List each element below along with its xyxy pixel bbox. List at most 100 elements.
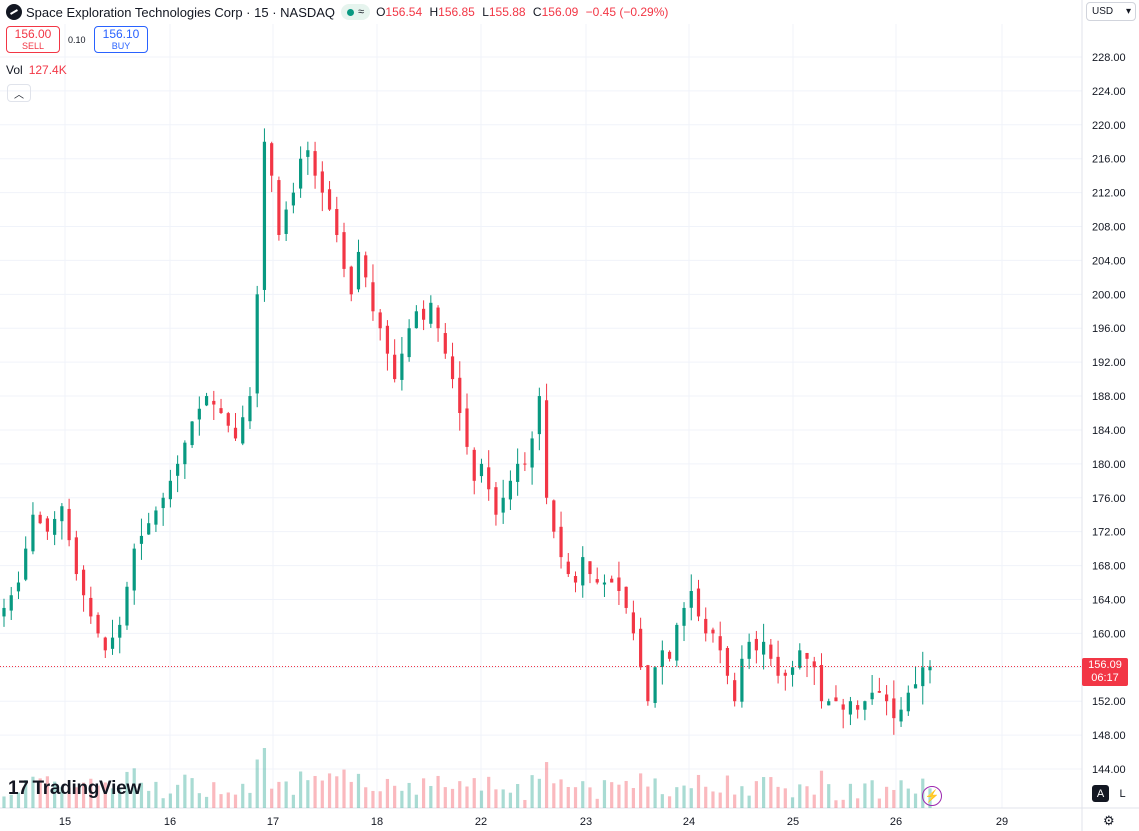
candle-body xyxy=(617,577,621,591)
sell-button[interactable]: 156.00 SELL xyxy=(6,26,60,53)
y-tick-label: 212.00 xyxy=(1092,188,1126,200)
y-tick-label: 188.00 xyxy=(1092,391,1126,403)
volume-bar xyxy=(667,796,672,808)
lightning-icon[interactable]: ⚡ xyxy=(922,786,942,806)
candle-body xyxy=(154,510,158,525)
volume-bar xyxy=(450,788,455,808)
candle-body xyxy=(96,614,100,634)
candle-body xyxy=(667,651,672,659)
volume-bar xyxy=(740,786,744,808)
close-label: C xyxy=(532,5,542,19)
candle-body xyxy=(610,578,614,583)
volume-bar xyxy=(754,781,758,808)
volume-bar xyxy=(255,759,259,808)
currency-select[interactable]: USD ▾ xyxy=(1086,2,1136,21)
candle-body xyxy=(631,612,635,634)
candle-body xyxy=(718,636,722,651)
log-scale-button[interactable]: L xyxy=(1119,787,1126,800)
volume-bar xyxy=(913,793,918,808)
y-tick-label: 152.00 xyxy=(1092,696,1126,708)
candle-body xyxy=(190,421,194,446)
volume-bar xyxy=(602,780,607,808)
x-tick-label: 18 xyxy=(371,816,383,828)
candle-body xyxy=(646,665,650,702)
volume-bar xyxy=(407,782,411,808)
candle-body xyxy=(320,171,324,193)
volume-bar xyxy=(559,779,563,808)
candle-body xyxy=(704,618,708,634)
gear-icon[interactable]: ⚙ xyxy=(1103,813,1115,828)
candle-body xyxy=(212,400,216,405)
candle-body xyxy=(248,396,252,422)
volume-legend[interactable]: Vol 127.4K xyxy=(6,63,67,77)
volume-bar xyxy=(906,788,910,808)
volume-bar xyxy=(284,781,288,808)
brand-name: TradingView xyxy=(32,778,142,799)
sell-label: SELL xyxy=(21,40,45,51)
volume-bar xyxy=(573,787,578,808)
volume-bar xyxy=(624,780,628,808)
symbol-title[interactable]: Space Exploration Technologies Corp · 15… xyxy=(26,4,336,20)
market-status-pill[interactable]: ≈ xyxy=(341,4,371,20)
candle-body xyxy=(400,353,404,380)
open-value: 156.54 xyxy=(385,5,423,19)
volume-bar xyxy=(45,776,50,808)
volume-bar xyxy=(9,794,13,808)
volume-bar xyxy=(327,773,332,808)
candle-body xyxy=(733,680,737,702)
candle-body xyxy=(479,463,484,477)
candle-body xyxy=(327,189,332,210)
auto-scale-button[interactable]: A xyxy=(1092,785,1109,802)
candle-body xyxy=(660,650,664,667)
candle-body xyxy=(769,644,773,659)
x-tick-label: 22 xyxy=(475,816,487,828)
volume-bar xyxy=(81,782,86,808)
volume-bar xyxy=(74,787,78,808)
candle-body xyxy=(682,607,686,626)
volume-bar xyxy=(349,781,353,808)
candle-body xyxy=(241,417,245,444)
volume-bar xyxy=(834,800,838,808)
candle-body xyxy=(147,523,151,535)
candle-body xyxy=(602,582,607,585)
volume-bar xyxy=(197,793,201,808)
volume-bar xyxy=(769,777,773,808)
candle-body xyxy=(349,266,353,295)
volume-bar xyxy=(161,798,165,808)
tradingview-logo[interactable]: 17 TradingView xyxy=(8,778,141,800)
candle-body xyxy=(899,709,903,722)
candle-body xyxy=(848,701,853,715)
candle-body xyxy=(67,508,71,541)
candle-body xyxy=(2,607,6,617)
volume-bar xyxy=(233,794,238,808)
candle-body xyxy=(197,408,201,420)
volume-bar xyxy=(306,780,310,808)
candle-body xyxy=(711,629,715,634)
buy-button[interactable]: 156.10 BUY xyxy=(94,26,148,53)
candle-body xyxy=(364,255,368,278)
volume-bar xyxy=(38,778,42,808)
volume-bar xyxy=(270,788,274,808)
volume-bar xyxy=(385,778,390,808)
volume-bar xyxy=(226,792,230,808)
candle-body xyxy=(255,294,259,394)
candle-body xyxy=(465,408,469,447)
x-tick-label: 29 xyxy=(996,816,1008,828)
volume-bar xyxy=(103,782,107,808)
volume-bar xyxy=(16,792,21,808)
candle-body xyxy=(407,328,411,358)
candle-body xyxy=(393,354,397,380)
bar-countdown: 06:17 xyxy=(1091,672,1119,684)
candle-body xyxy=(16,582,21,592)
candle-body xyxy=(176,463,180,476)
candle-body xyxy=(762,641,766,655)
low-value: 155.88 xyxy=(488,5,526,19)
volume-bar xyxy=(660,794,664,808)
candle-body xyxy=(458,377,462,413)
close-value: 156.09 xyxy=(541,5,579,19)
volume-bar xyxy=(537,778,541,808)
collapse-legend-button[interactable]: ︿ xyxy=(7,84,31,102)
volume-bar xyxy=(682,785,686,808)
candle-body xyxy=(53,518,57,535)
